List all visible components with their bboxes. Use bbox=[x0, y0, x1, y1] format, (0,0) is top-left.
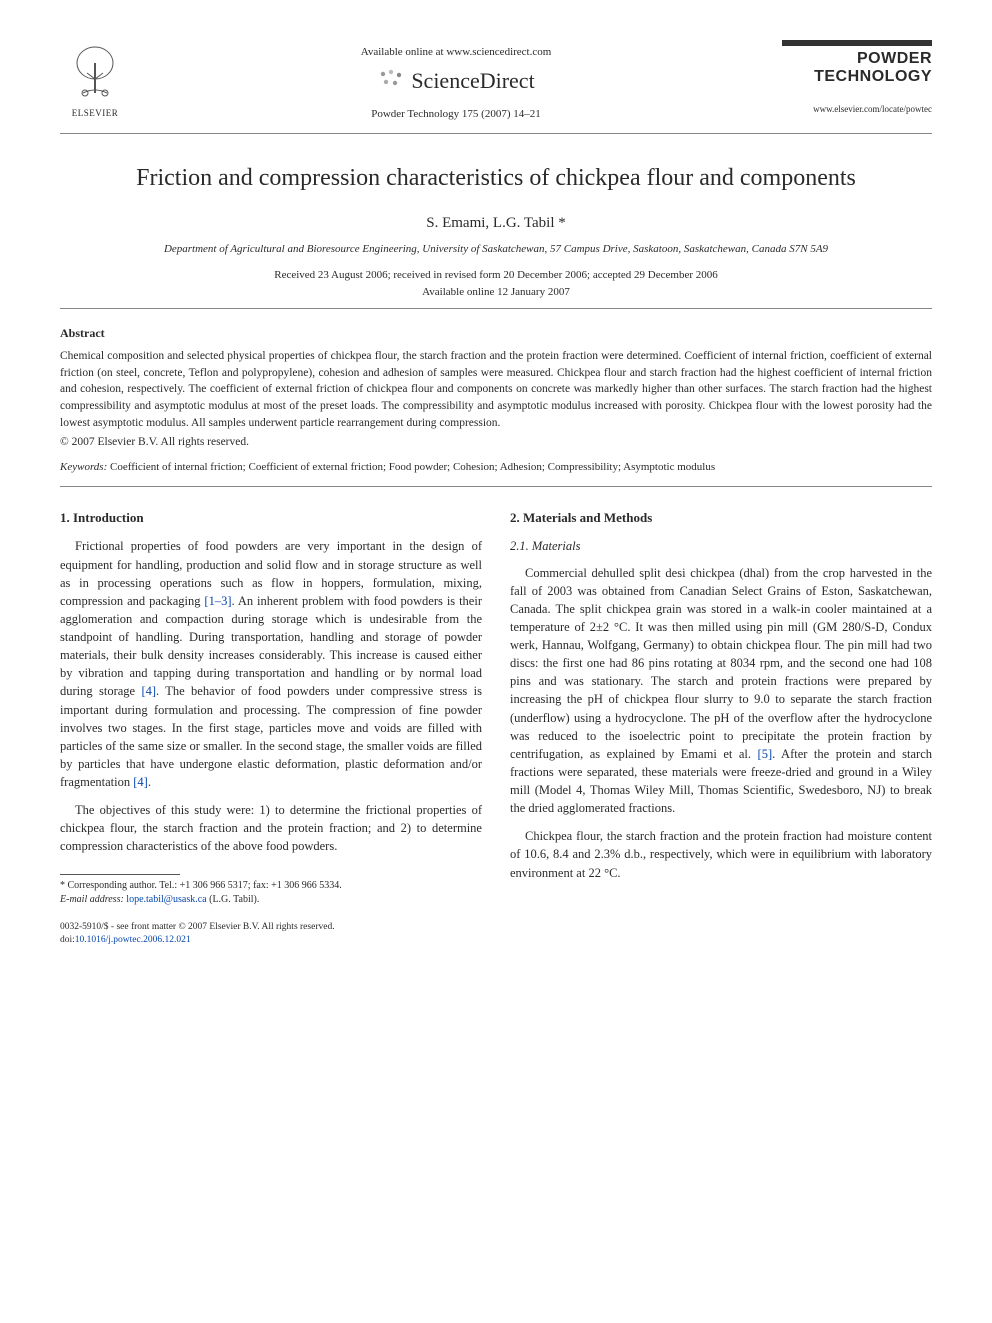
elsevier-logo: ELSEVIER bbox=[60, 40, 130, 120]
intro-p1-c: . The behavior of food powders under com… bbox=[60, 684, 482, 789]
footnote-corr: * Corresponding author. Tel.: +1 306 966… bbox=[60, 879, 482, 893]
keywords: Keywords: Coefficient of internal fricti… bbox=[60, 460, 932, 475]
rule-after-dates bbox=[60, 308, 932, 309]
footnote-email-name: (L.G. Tabil). bbox=[207, 894, 260, 905]
corresponding-author-footnote: * Corresponding author. Tel.: +1 306 966… bbox=[60, 879, 482, 907]
abstract-copyright: © 2007 Elsevier B.V. All rights reserved… bbox=[60, 434, 932, 451]
doi-label: doi: bbox=[60, 935, 75, 945]
intro-p1-b: . An inherent problem with food powders … bbox=[60, 594, 482, 699]
sciencedirect-logo: ScienceDirect bbox=[130, 66, 782, 97]
rule-top bbox=[60, 133, 932, 134]
keywords-text: Coefficient of internal friction; Coeffi… bbox=[107, 461, 715, 473]
ref-link-1-3[interactable]: [1–3] bbox=[204, 594, 231, 608]
rule-after-keywords bbox=[60, 486, 932, 487]
abstract-body: Chemical composition and selected physic… bbox=[60, 350, 932, 429]
journal-name: POWDER TECHNOLOGY bbox=[782, 40, 932, 85]
keywords-label: Keywords: bbox=[60, 461, 107, 473]
sciencedirect-text: ScienceDirect bbox=[411, 66, 534, 97]
article-title: Friction and compression characteristics… bbox=[60, 162, 932, 196]
intro-heading: 1. Introduction bbox=[60, 509, 482, 528]
dates-online: Available online 12 January 2007 bbox=[60, 285, 932, 300]
journal-name-line1: POWDER bbox=[857, 50, 932, 67]
center-header: Available online at www.sciencedirect.co… bbox=[130, 40, 782, 123]
footnote-separator bbox=[60, 874, 180, 875]
intro-p1-d: . bbox=[148, 775, 151, 789]
doi-link[interactable]: 10.1016/j.powtec.2006.12.021 bbox=[75, 935, 191, 945]
affiliation: Department of Agricultural and Bioresour… bbox=[60, 242, 932, 257]
materials-subheading: 2.1. Materials bbox=[510, 537, 932, 555]
left-column: 1. Introduction Frictional properties of… bbox=[60, 509, 482, 949]
materials-paragraph-1: Commercial dehulled split desi chickpea … bbox=[510, 564, 932, 818]
footnote-email-label: E-mail address: bbox=[60, 894, 124, 905]
methods-heading: 2. Materials and Methods bbox=[510, 509, 932, 528]
ref-link-4a[interactable]: [4] bbox=[141, 684, 156, 698]
footnote-email-line: E-mail address: lope.tabil@usask.ca (L.G… bbox=[60, 893, 482, 907]
ref-link-4b[interactable]: [4] bbox=[133, 775, 148, 789]
dates-received: Received 23 August 2006; received in rev… bbox=[60, 268, 932, 283]
materials-p1-a: Commercial dehulled split desi chickpea … bbox=[510, 566, 932, 761]
body-columns: 1. Introduction Frictional properties of… bbox=[60, 509, 932, 949]
materials-paragraph-2: Chickpea flour, the starch fraction and … bbox=[510, 827, 932, 881]
elsevier-tree-icon bbox=[67, 45, 123, 105]
available-online-text: Available online at www.sciencedirect.co… bbox=[130, 45, 782, 60]
ref-link-5[interactable]: [5] bbox=[758, 747, 773, 761]
intro-paragraph-2: The objectives of this study were: 1) to… bbox=[60, 801, 482, 855]
footer-issn: 0032-5910/$ - see front matter © 2007 El… bbox=[60, 921, 482, 935]
authors: S. Emami, L.G. Tabil * bbox=[60, 213, 932, 234]
header: ELSEVIER Available online at www.science… bbox=[60, 40, 932, 123]
right-column: 2. Materials and Methods 2.1. Materials … bbox=[510, 509, 932, 949]
abstract-text: Chemical composition and selected physic… bbox=[60, 348, 932, 450]
footnote-email[interactable]: lope.tabil@usask.ca bbox=[124, 894, 207, 905]
footer-doi: doi:10.1016/j.powtec.2006.12.021 bbox=[60, 934, 482, 948]
intro-paragraph-1: Frictional properties of food powders ar… bbox=[60, 537, 482, 791]
journal-logo-block: POWDER TECHNOLOGY www.elsevier.com/locat… bbox=[782, 40, 932, 116]
abstract-label: Abstract bbox=[60, 325, 932, 342]
journal-name-line2: TECHNOLOGY bbox=[814, 68, 932, 85]
elsevier-label: ELSEVIER bbox=[72, 107, 119, 120]
journal-url: www.elsevier.com/locate/powtec bbox=[782, 103, 932, 116]
journal-citation: Powder Technology 175 (2007) 14–21 bbox=[130, 107, 782, 122]
sciencedirect-dots-icon bbox=[377, 66, 405, 97]
